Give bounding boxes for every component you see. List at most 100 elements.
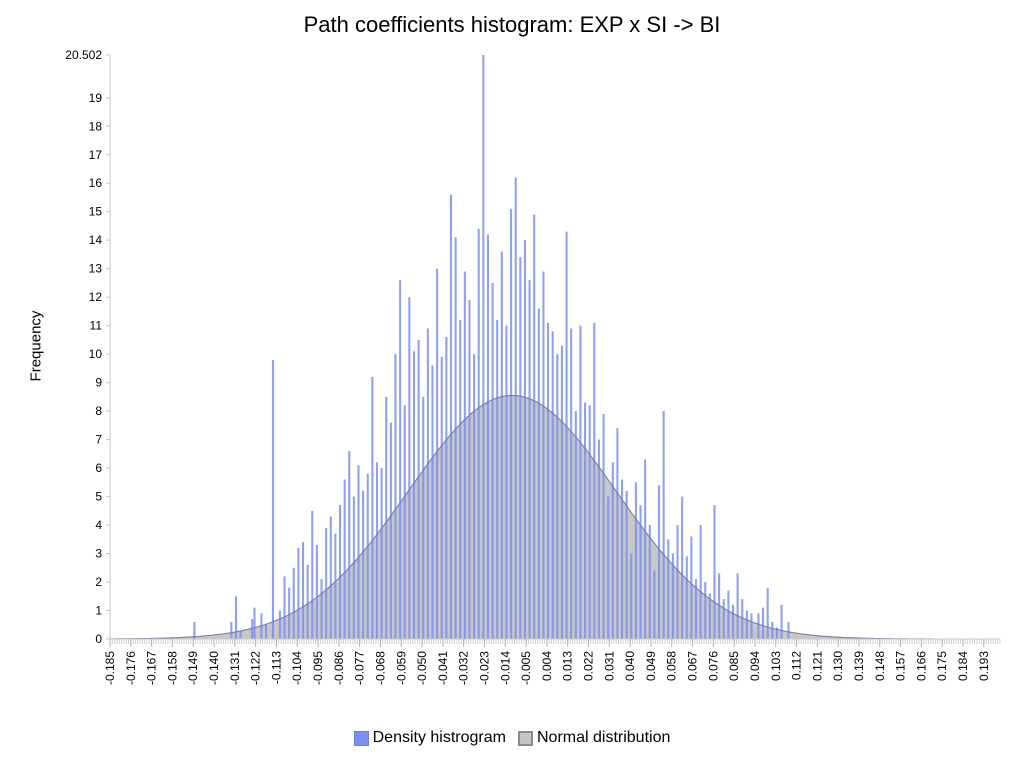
histogram-plot: 01234567891011121314151617181920.502-0.1… [65, 48, 1001, 685]
histogram-bar [431, 365, 434, 639]
x-tick-label: -0.077 [353, 651, 367, 685]
y-tick-label: 0 [95, 632, 102, 646]
y-tick-label: 14 [89, 233, 103, 247]
y-tick-label: 13 [89, 262, 103, 276]
x-tick-label: -0.176 [124, 651, 138, 685]
histogram-bar [306, 564, 309, 639]
histogram-swatch [353, 730, 369, 746]
legend-label-histogram: Density histrogram [372, 729, 506, 746]
histogram-bar [542, 271, 545, 639]
y-tick-label: 11 [90, 319, 103, 333]
histogram-bar [338, 505, 342, 639]
x-tick-label: 0.058 [665, 651, 679, 681]
histogram-bar [685, 556, 688, 639]
x-tick-label: -0.095 [311, 651, 325, 685]
histogram-bar [775, 627, 778, 639]
x-tick-label: 0.175 [935, 651, 949, 681]
histogram-bar [449, 194, 453, 639]
x-tick-label: -0.167 [145, 651, 159, 685]
histogram-bar [533, 214, 536, 639]
y-tick-label: 6 [95, 461, 102, 475]
normal-swatch [517, 730, 533, 746]
x-tick-label: -0.005 [519, 651, 533, 685]
y-tick-label: 8 [95, 404, 102, 418]
x-tick-label: 0.085 [727, 651, 741, 681]
histogram-bar [736, 573, 739, 639]
histogram-bar [426, 328, 429, 639]
histogram-bar [343, 479, 346, 639]
histogram-bar [727, 590, 730, 639]
histogram-bar [292, 567, 295, 639]
x-tick-label: -0.032 [457, 651, 471, 685]
x-tick-label: -0.086 [332, 651, 346, 685]
histogram-bar [630, 553, 633, 639]
legend-label-normal: Normal distribution [536, 729, 671, 746]
x-tick-label: 0.193 [977, 651, 991, 681]
histogram-bar [639, 505, 642, 639]
histogram-bar [750, 613, 753, 639]
histogram-bar [459, 319, 462, 639]
legend-item-histogram[interactable]: Density histrogram [353, 729, 506, 747]
histogram-bar [348, 451, 351, 639]
histogram-bar [366, 473, 369, 639]
histogram-bar [699, 525, 702, 639]
histogram-bar [436, 268, 439, 639]
chart-title: Path coefficients histogram: EXP x SI ->… [303, 12, 721, 37]
histogram-bar [708, 593, 711, 639]
x-tick-label: -0.149 [186, 651, 200, 685]
histogram-bar [301, 542, 305, 639]
x-tick-label: -0.185 [103, 651, 117, 685]
histogram-bar [315, 545, 318, 639]
y-tick-label: 7 [95, 433, 102, 447]
x-tick-label: -0.140 [207, 651, 221, 685]
histogram-bar [417, 339, 420, 639]
histogram-bar [482, 55, 485, 640]
legend-item-normal[interactable]: Normal distribution [517, 729, 671, 747]
x-tick-label: -0.131 [228, 651, 242, 685]
histogram-bar [579, 325, 582, 639]
histogram-bar [271, 359, 275, 639]
histogram-bar [551, 331, 554, 639]
histogram-bar [297, 547, 300, 639]
histogram-bar [588, 405, 591, 639]
y-tick-label: 18 [89, 119, 103, 133]
x-tick-label: 0.148 [873, 651, 887, 681]
histogram-bar [334, 533, 337, 639]
histogram-bar [514, 177, 517, 640]
histogram-bar [662, 411, 665, 639]
y-tick-label: 10 [89, 347, 103, 361]
histogram-bar [362, 490, 365, 639]
x-tick-label: -0.014 [498, 651, 512, 685]
y-tick-label: 3 [95, 547, 102, 561]
histogram-bar [283, 576, 286, 639]
x-tick-label: 0.040 [623, 651, 637, 681]
y-tick-label: 2 [95, 575, 102, 589]
y-tick-label: 19 [89, 91, 103, 105]
histogram-bar [253, 607, 256, 639]
histogram-bar [440, 357, 443, 639]
y-tick-label: 1 [95, 604, 102, 618]
histogram-bar [510, 208, 513, 639]
histogram-bar [621, 479, 624, 639]
histogram-bar [422, 396, 425, 639]
x-tick-label: -0.059 [394, 651, 408, 685]
y-tick-label: 20.502 [65, 48, 102, 62]
histogram-bar [403, 405, 406, 639]
histogram-bar [491, 282, 494, 639]
histogram-bar [556, 354, 559, 639]
histogram-bar [718, 573, 721, 639]
histogram-bar [251, 619, 254, 639]
histogram-bar [519, 257, 522, 639]
x-tick-label: 0.130 [831, 651, 845, 681]
x-tick-label: 0.103 [769, 651, 783, 681]
histogram-bar [657, 485, 661, 639]
histogram-bar [399, 280, 402, 639]
x-tick-label: 0.157 [894, 651, 908, 681]
histogram-bar [616, 428, 619, 639]
y-tick-label: 12 [89, 290, 103, 304]
normal-distribution-area [109, 394, 1000, 640]
y-tick-label: 16 [89, 176, 103, 190]
histogram-bar [528, 280, 531, 639]
histogram-bar [560, 345, 563, 639]
x-tick-label: -0.068 [373, 651, 387, 685]
